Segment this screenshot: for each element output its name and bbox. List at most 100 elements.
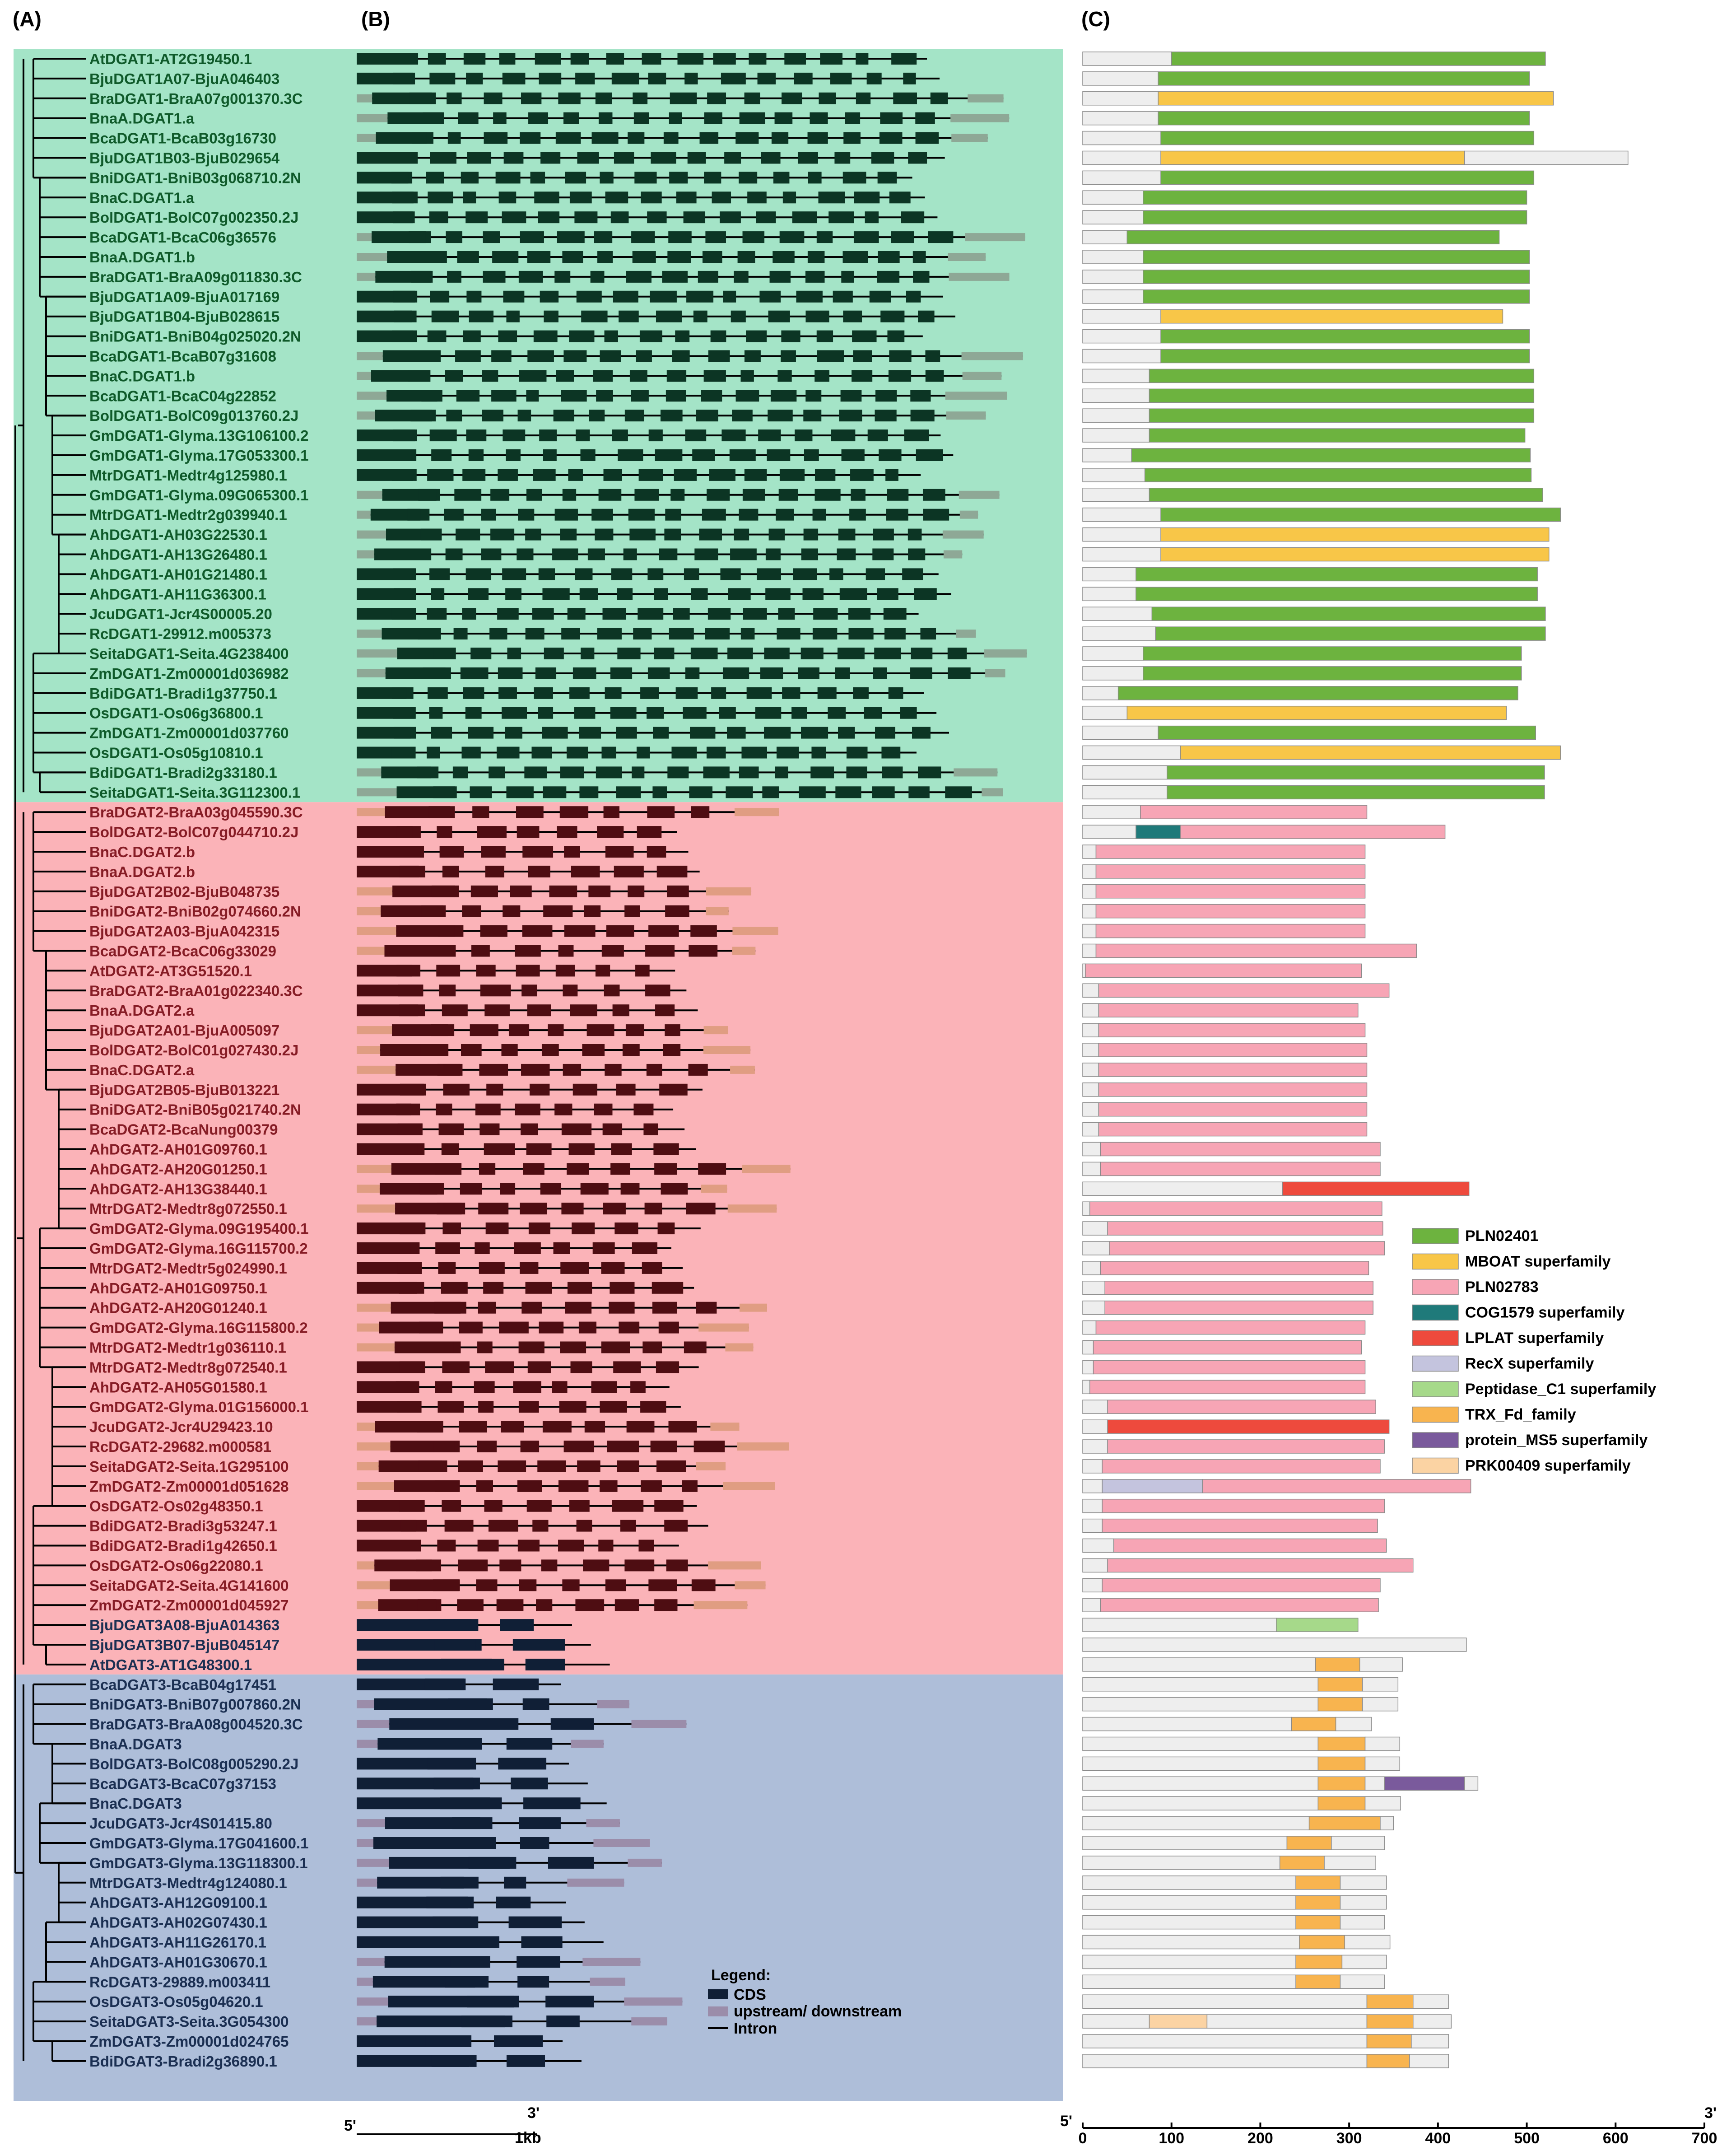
domain-pln02783: [1100, 1142, 1381, 1157]
domain-mboat: [1160, 150, 1465, 165]
cds-exon: [419, 350, 432, 362]
cds-exon: [574, 211, 598, 224]
legend-intron-label: Intron: [734, 2020, 777, 2037]
cds-exon: [457, 1559, 488, 1572]
cds-exon: [687, 152, 706, 164]
cds-exon: [686, 290, 714, 303]
domain-rp: [1082, 1261, 1101, 1275]
domain-mboat: [1160, 547, 1550, 562]
cds-exon: [851, 489, 866, 501]
cds-exon: [562, 1579, 580, 1591]
cds-exon: [426, 172, 444, 184]
cds-exon: [480, 984, 511, 997]
cds-exon: [642, 53, 661, 65]
cds-exon: [455, 350, 481, 362]
cds-exon: [484, 132, 508, 144]
cds-exon: [575, 568, 593, 580]
cds-exon: [595, 92, 612, 104]
cds-exon: [735, 132, 759, 144]
cds-exon: [850, 469, 874, 481]
cds-exon: [581, 648, 595, 659]
cds-exon: [431, 310, 459, 322]
cds-exon: [674, 469, 697, 481]
cds-exon: [428, 687, 448, 699]
cds-exon: [617, 648, 641, 659]
cds-exon: [427, 330, 447, 342]
cds-exon: [903, 72, 916, 84]
domain-rp: [1464, 150, 1629, 165]
domain-rp: [1082, 1082, 1099, 1097]
cds-exon: [474, 1381, 495, 1393]
legend-swatch-pln02401: [1412, 1228, 1459, 1244]
domain-rp: [1082, 527, 1161, 542]
utr: [727, 1204, 777, 1213]
domain-trx: [1317, 1677, 1363, 1692]
legend-swatch-pep: [1412, 1381, 1459, 1397]
cds-exon: [557, 231, 585, 243]
domain-lplat: [1282, 1181, 1470, 1196]
cds-exon: [663, 1044, 681, 1056]
cds-exon: [508, 1024, 530, 1036]
cds-exon: [500, 1619, 534, 1631]
cds-exon: [420, 528, 442, 541]
domain-prk: [1149, 2014, 1208, 2029]
cds-exon: [760, 667, 783, 679]
cds-exon: [561, 1123, 592, 1135]
cds-exon: [696, 410, 718, 422]
domain-pln02783: [1098, 1003, 1359, 1017]
cds-exon: [843, 310, 862, 322]
cds-exon: [703, 766, 730, 779]
cds-exon: [520, 1837, 549, 1849]
cds-exon: [491, 390, 517, 402]
utr: [956, 630, 976, 638]
gene-label: AhDGAT1-AH11G36300.1: [89, 586, 266, 602]
cds-exon: [409, 92, 436, 104]
cds-exon: [639, 330, 662, 342]
cds-exon: [445, 1976, 475, 1988]
cds-exon: [656, 1460, 686, 1472]
cds-exon: [522, 1163, 545, 1175]
domain-pln02401: [1167, 785, 1545, 800]
cds-exon: [636, 350, 652, 362]
cds-exon: [601, 746, 616, 759]
cds-exon: [802, 588, 824, 600]
domain-rp: [1082, 884, 1097, 899]
cds-exon: [853, 350, 872, 362]
domain-rp: [1082, 388, 1150, 403]
legend-swatch-prk: [1412, 1457, 1459, 1474]
cds-exon: [777, 628, 801, 640]
cds-exon: [580, 449, 596, 461]
cds-exon: [698, 271, 718, 283]
cds-exon: [650, 1441, 677, 1452]
cds-exon: [428, 53, 446, 65]
domain-pln02401: [1143, 646, 1522, 661]
domain-pln02401: [1158, 111, 1530, 126]
gene-label: BniDGAT2-BniB05g021740.2N: [89, 1101, 301, 1118]
cds-exon: [908, 152, 927, 164]
cds-exon: [495, 172, 521, 184]
cds-exon: [481, 548, 502, 560]
cds-exon: [523, 1797, 581, 1810]
gene-label: BjuDGAT2B05-BjuB013221: [89, 1082, 279, 1098]
cds-exon: [431, 885, 459, 897]
domain-mboat: [1158, 91, 1554, 106]
cds-exon: [425, 2035, 472, 2047]
cds-exon: [719, 707, 736, 719]
gene-label: GmDGAT1-Glyma.13G106100.2: [89, 427, 308, 444]
domain-rp: [1082, 210, 1144, 224]
cds-exon: [660, 410, 683, 422]
cds-exon: [667, 766, 689, 779]
utr: [959, 510, 978, 519]
cds-exon: [647, 568, 664, 580]
cds-exon: [521, 984, 537, 997]
cds-exon: [521, 1123, 538, 1135]
gene-label: OsDGAT1-Os05g10810.1: [89, 745, 263, 761]
cds-exon: [485, 1361, 514, 1373]
cds-exon: [541, 1559, 558, 1572]
cds-exon: [548, 1857, 594, 1869]
panel-a-label: (A): [13, 7, 42, 31]
axis-tick-label: 200: [1247, 2130, 1273, 2146]
cds-exon: [795, 429, 813, 442]
cds-exon: [428, 1619, 479, 1631]
cds-exon: [705, 231, 726, 243]
